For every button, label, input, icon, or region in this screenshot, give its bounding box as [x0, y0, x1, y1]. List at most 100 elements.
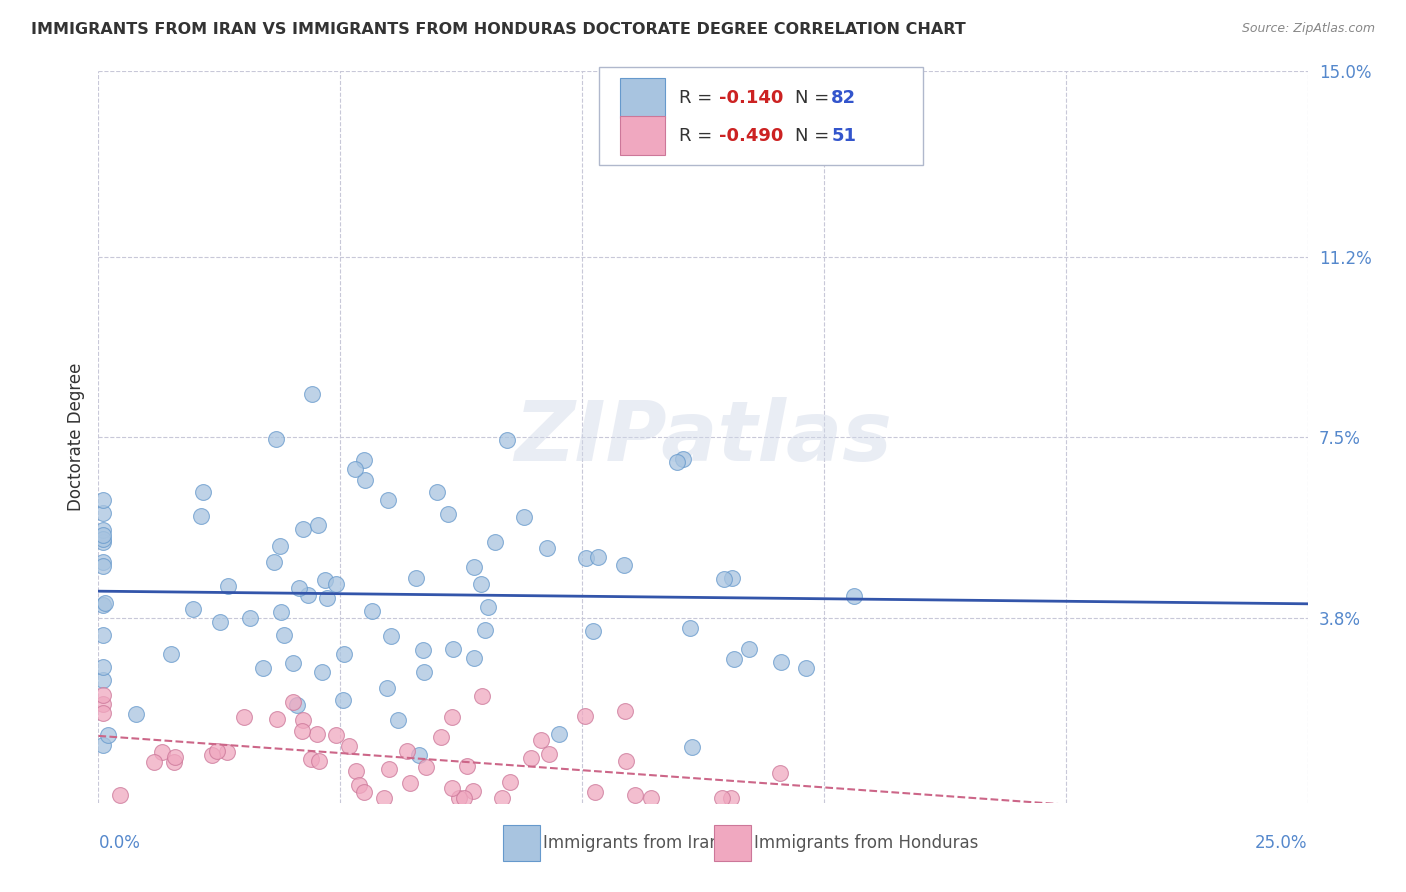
Text: 25.0%: 25.0% — [1256, 834, 1308, 852]
Point — [720, 791, 742, 805]
Text: -0.140: -0.140 — [718, 89, 783, 107]
Point — [201, 748, 224, 763]
Point — [640, 791, 662, 805]
Point — [332, 693, 354, 707]
Point — [307, 727, 329, 741]
Point — [91, 697, 114, 711]
Point — [441, 642, 464, 657]
Y-axis label: Doctorate Degree: Doctorate Degree — [66, 363, 84, 511]
Point — [91, 523, 114, 537]
Point — [110, 789, 132, 803]
Point — [582, 624, 605, 638]
Point — [624, 789, 647, 803]
Text: 82: 82 — [831, 89, 856, 107]
Point — [399, 776, 422, 790]
Point — [513, 510, 536, 524]
Text: Source: ZipAtlas.com: Source: ZipAtlas.com — [1241, 22, 1375, 36]
Point — [93, 596, 115, 610]
Point — [520, 751, 543, 765]
Point — [353, 785, 375, 799]
Point — [375, 681, 398, 695]
Point — [548, 727, 571, 741]
Point — [672, 452, 695, 467]
Text: R =: R = — [679, 89, 718, 107]
Text: ZIPatlas: ZIPatlas — [515, 397, 891, 477]
Point — [263, 555, 285, 569]
Point — [586, 550, 609, 565]
Point — [449, 791, 471, 805]
Point — [233, 710, 256, 724]
Text: Immigrants from Iran: Immigrants from Iran — [543, 834, 720, 852]
Text: IMMIGRANTS FROM IRAN VS IMMIGRANTS FROM HONDURAS DOCTORATE DEGREE CORRELATION CH: IMMIGRANTS FROM IRAN VS IMMIGRANTS FROM … — [31, 22, 966, 37]
Point — [613, 704, 636, 718]
Point — [91, 738, 114, 752]
Point — [143, 756, 166, 770]
Point — [301, 386, 323, 401]
Point — [378, 762, 401, 776]
Text: -0.490: -0.490 — [718, 127, 783, 145]
Point — [412, 643, 434, 657]
Point — [217, 580, 239, 594]
Point — [723, 652, 745, 666]
Point — [583, 785, 606, 799]
Point — [91, 598, 114, 612]
Point — [470, 576, 492, 591]
Point — [292, 713, 315, 727]
Point — [477, 599, 499, 614]
Point — [536, 541, 558, 555]
Point — [291, 522, 314, 536]
Point — [316, 591, 339, 605]
Point — [91, 555, 114, 569]
Point — [191, 485, 214, 500]
Point — [666, 455, 689, 469]
Text: 51: 51 — [831, 127, 856, 145]
Point — [354, 474, 377, 488]
Point — [269, 539, 291, 553]
Point — [91, 528, 114, 542]
Point — [405, 571, 427, 585]
Point — [738, 641, 761, 656]
Point — [574, 709, 596, 723]
Point — [373, 791, 395, 805]
Point — [353, 453, 375, 467]
Point — [270, 605, 292, 619]
Point — [288, 581, 311, 595]
Text: R =: R = — [679, 127, 718, 145]
Point — [190, 508, 212, 523]
Text: N =: N = — [794, 127, 835, 145]
Point — [285, 698, 308, 713]
Point — [711, 791, 734, 805]
Point — [91, 534, 114, 549]
Point — [395, 744, 418, 758]
Point — [721, 571, 744, 585]
Point — [413, 665, 436, 679]
Point — [463, 651, 485, 665]
Point — [91, 558, 114, 573]
Point — [91, 492, 114, 507]
Point — [325, 577, 347, 591]
Point — [314, 573, 336, 587]
Point — [297, 588, 319, 602]
Point — [426, 485, 449, 500]
Point — [349, 778, 371, 792]
Point — [150, 745, 173, 759]
Point — [281, 695, 304, 709]
Point — [463, 783, 485, 797]
Point — [291, 723, 314, 738]
Point — [437, 507, 460, 521]
Point — [91, 689, 114, 703]
Point — [325, 728, 347, 742]
Point — [163, 755, 186, 769]
Point — [380, 629, 402, 643]
Point — [337, 739, 360, 754]
Point — [91, 533, 114, 547]
Point — [471, 689, 494, 703]
Point — [311, 665, 333, 679]
Point — [264, 432, 287, 446]
Point — [308, 755, 330, 769]
Point — [387, 714, 409, 728]
Point — [273, 628, 295, 642]
Point — [125, 706, 148, 721]
Point — [430, 730, 453, 744]
Point — [842, 589, 865, 603]
